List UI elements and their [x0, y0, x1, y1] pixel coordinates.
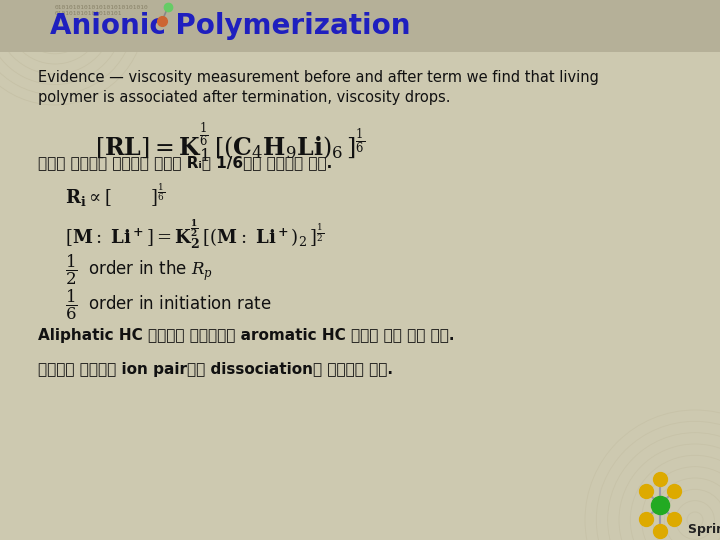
Text: Anionic Polymerization: Anionic Polymerization — [50, 12, 410, 40]
Text: 0101010101010101010101010: 0101010101010101010101010 — [55, 5, 149, 10]
Text: $\dfrac{1}{6}\ $ order in initiation rate: $\dfrac{1}{6}\ $ order in initiation rat… — [65, 288, 271, 322]
Text: $\mathbf{R_i} \propto [\quad\quad\;]^{\frac{1}{6}}$: $\mathbf{R_i} \propto [\quad\quad\;]^{\f… — [65, 182, 165, 210]
Text: polymer is associated after termination, viscosity drops.: polymer is associated after termination,… — [38, 90, 451, 105]
Text: 010101010101010101: 010101010101010101 — [55, 11, 122, 16]
Text: $[\mathbf{M}{:}\ \mathbf{Li^+}] = \mathbf{K_2^{\frac{1}{2}}}\,[(\mathbf{M}{:}\ \: $[\mathbf{M}{:}\ \mathbf{Li^+}] = \mathb… — [65, 218, 324, 252]
Text: Evidence — viscosity measurement before and after term we find that living: Evidence — viscosity measurement before … — [38, 70, 599, 85]
Text: Spring 2005: Spring 2005 — [688, 523, 720, 536]
Text: $\dfrac{1}{2}\ $ order in the $R_p$: $\dfrac{1}{2}\ $ order in the $R_p$ — [65, 253, 213, 287]
Text: $[\mathbf{RL}] = \mathbf{K}_1^{\frac{1}{6}}\,[(\mathbf{C}_4\mathbf{H}_9\mathbf{L: $[\mathbf{RL}] = \mathbf{K}_1^{\frac{1}{… — [95, 120, 365, 165]
Text: 고분자 혼합를에 개시제를 가하면 Rᵢ는 1/6승에 비례하게 된다.: 고분자 혼합를에 개시제를 가하면 Rᵢ는 1/6승에 비례하게 된다. — [38, 155, 332, 170]
Bar — [0, 0, 720, 52]
Text: 왜나하면 개시제와 ion pair들의 dissociation이 적어지기 때문.: 왜나하면 개시제와 ion pair들의 dissociation이 적어지기 … — [38, 362, 393, 377]
Text: Aliphatic HC 내에서의 중합반응은 aromatic HC 내에서 보다 훨씬 낙다.: Aliphatic HC 내에서의 중합반응은 aromatic HC 내에서 … — [38, 328, 454, 343]
